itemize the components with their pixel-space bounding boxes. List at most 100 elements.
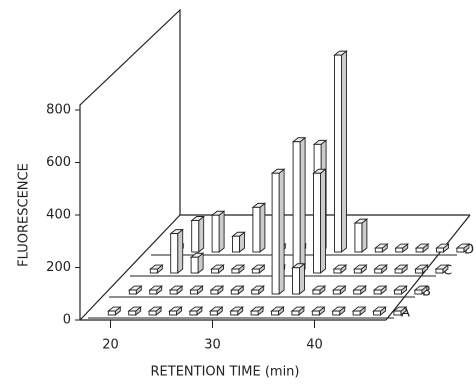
bar-side bbox=[259, 202, 266, 253]
bar-side bbox=[278, 168, 285, 295]
bar bbox=[188, 306, 204, 316]
bar bbox=[331, 306, 346, 316]
bar bbox=[332, 285, 347, 295]
bar-side bbox=[341, 50, 347, 253]
bar-side bbox=[218, 210, 225, 253]
legend-label: C bbox=[443, 264, 452, 279]
bar-front bbox=[128, 289, 137, 295]
left-floor-edge bbox=[79, 214, 181, 321]
bar-front bbox=[373, 289, 382, 295]
bar-front bbox=[169, 289, 178, 295]
bar-front bbox=[334, 54, 342, 253]
bar bbox=[353, 264, 368, 274]
bar bbox=[209, 285, 225, 295]
bar-front bbox=[189, 310, 198, 316]
bar-side bbox=[320, 168, 326, 274]
bar-front bbox=[209, 310, 218, 316]
y-axis-label: FLUORESCENCE bbox=[17, 163, 32, 267]
bar-front bbox=[373, 310, 381, 316]
bar bbox=[270, 306, 285, 316]
bar bbox=[250, 285, 265, 295]
bar-front bbox=[232, 235, 240, 253]
bar-front bbox=[211, 268, 219, 274]
bar bbox=[372, 306, 387, 316]
bar bbox=[394, 243, 409, 253]
bar bbox=[190, 215, 205, 253]
bar-front bbox=[191, 220, 200, 253]
right-floor-edge bbox=[385, 214, 471, 321]
bar bbox=[210, 210, 226, 253]
bar bbox=[127, 306, 142, 316]
x-tick-label: 30 bbox=[204, 338, 221, 353]
bar-front bbox=[271, 172, 280, 295]
bar-front bbox=[292, 267, 300, 295]
bar-front bbox=[271, 310, 279, 316]
legend-label: A bbox=[401, 306, 410, 321]
bar-side bbox=[177, 228, 184, 274]
bar-front bbox=[251, 268, 260, 274]
bar-front bbox=[128, 310, 137, 316]
bar bbox=[351, 306, 367, 316]
bar bbox=[393, 285, 408, 295]
legend-label: D bbox=[464, 243, 474, 258]
bar-side bbox=[361, 218, 368, 253]
bar-front bbox=[414, 289, 423, 295]
bar bbox=[393, 264, 409, 274]
bar bbox=[435, 243, 450, 253]
bar bbox=[189, 285, 204, 295]
bar-front bbox=[333, 268, 342, 274]
bar bbox=[230, 264, 246, 274]
bar-front bbox=[190, 256, 199, 274]
bar-front bbox=[211, 214, 220, 253]
bar-front bbox=[311, 310, 320, 316]
bar bbox=[107, 306, 122, 316]
bar bbox=[229, 306, 244, 316]
bar bbox=[414, 243, 430, 253]
bar bbox=[291, 262, 306, 295]
bar bbox=[251, 264, 266, 274]
y-tick-label: 600 bbox=[46, 155, 71, 170]
bar-front bbox=[170, 233, 179, 274]
bar-front bbox=[353, 268, 362, 274]
axes-frame bbox=[79, 8, 471, 321]
bar-front bbox=[231, 268, 240, 274]
bar bbox=[189, 252, 205, 274]
bar bbox=[413, 285, 429, 295]
bar-front bbox=[292, 141, 301, 274]
bar bbox=[128, 285, 143, 295]
bar-front bbox=[230, 310, 239, 316]
bar-front bbox=[374, 247, 383, 253]
bar bbox=[434, 264, 450, 274]
bar bbox=[311, 285, 327, 295]
bar-front bbox=[435, 268, 444, 274]
bar-front bbox=[148, 310, 157, 316]
bar bbox=[352, 285, 367, 295]
bar bbox=[373, 264, 388, 274]
bar bbox=[230, 285, 245, 295]
bar-front bbox=[354, 222, 363, 253]
bar-front bbox=[313, 172, 321, 274]
bar-front bbox=[393, 310, 402, 316]
bar bbox=[231, 231, 246, 253]
bar-front bbox=[149, 289, 158, 295]
left-wall bbox=[79, 8, 181, 320]
bar-front bbox=[353, 289, 362, 295]
bar-front bbox=[332, 289, 341, 295]
bar bbox=[455, 243, 471, 253]
bar-front bbox=[291, 310, 300, 316]
bar-front bbox=[107, 310, 116, 316]
y-tick-label: 800 bbox=[46, 103, 71, 118]
bar bbox=[270, 168, 286, 295]
bar bbox=[333, 50, 348, 253]
bar bbox=[332, 264, 348, 274]
bar bbox=[168, 285, 184, 295]
bar bbox=[169, 228, 184, 274]
bar-front bbox=[210, 289, 219, 295]
legend-label: B bbox=[422, 285, 431, 300]
bar-front bbox=[250, 310, 259, 316]
bar bbox=[392, 306, 408, 316]
bar bbox=[312, 168, 327, 274]
bar bbox=[311, 306, 326, 316]
bar bbox=[251, 202, 267, 253]
